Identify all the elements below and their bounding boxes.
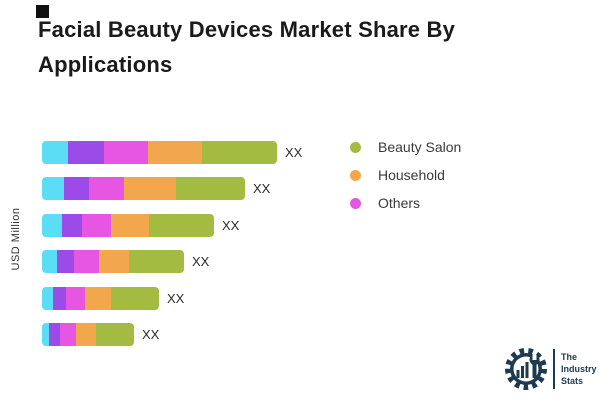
bar-segment-beauty-salon [129,250,184,273]
bar-row: XX [42,214,239,237]
title-marker-square [36,5,49,18]
bar-segment-others [82,214,111,237]
bar-segment [42,141,68,164]
chart-legend: Beauty Salon Household Others [350,133,461,217]
legend-dot [350,169,361,181]
legend-dot [350,197,361,209]
logo-divider [553,349,555,389]
bar-segment [42,177,64,200]
bar-segment [49,323,60,346]
logo-text-line1: The [561,352,578,362]
bar-row: XX [42,287,184,310]
bar-stack [42,141,277,164]
bar-segment-beauty-salon [111,287,159,310]
bar-segment [53,287,66,310]
legend-item-household[interactable]: Household [350,161,461,189]
bar-segment [57,250,74,273]
bar-segment-others [60,323,76,346]
bar-segment [68,141,104,164]
logo-text: The Industry Stats [561,351,597,387]
bar-value-label: XX [192,254,210,269]
bar-value-label: XX [285,145,303,160]
bar-segment-others [89,177,124,200]
legend-label: Beauty Salon [378,139,462,155]
bar-value-label: XX [222,218,240,233]
bar-stack [42,214,214,237]
legend-dot [350,141,361,153]
bar-segment [62,214,82,237]
bar-segment-others [104,141,148,164]
bar-segment [42,287,53,310]
bar-row: XX [42,323,159,346]
bar-row: XX [42,250,209,273]
bar-segment-household [85,287,111,310]
bar-segment [42,214,62,237]
bar-value-label: XX [142,327,160,342]
bar-segment-household [111,214,149,237]
bar-stack [42,250,184,273]
bar-row: XX [42,141,302,164]
logo-text-line2: Industry [561,364,597,374]
gear-chart-logo-icon [505,348,547,390]
bar-stack [42,323,134,346]
bar-segment-beauty-salon [202,141,277,164]
bar-stack [42,177,245,200]
bar-row: XX [42,177,270,200]
bar-segment-household [76,323,96,346]
bar-segment-beauty-salon [96,323,134,346]
chart-title: Facial Beauty Devices Market Share By Ap… [38,17,456,77]
bar-value-label: XX [167,291,185,306]
logo-text-line3: Stats [561,376,584,386]
bar-value-label: XX [253,181,271,196]
industry-stats-logo: The Industry Stats [503,346,597,392]
bar-stack [42,287,159,310]
legend-item-others[interactable]: Others [350,189,461,217]
bar-segment [42,323,49,346]
bar-segment-beauty-salon [149,214,214,237]
bar-segment [64,177,89,200]
bar-segment-household [124,177,176,200]
bar-segment-others [74,250,99,273]
bar-segment-others [66,287,85,310]
bar-segment-household [99,250,129,273]
legend-label: Others [378,195,421,211]
bar-segment-beauty-salon [176,177,245,200]
legend-label: Household [378,167,445,183]
bar-segment [42,250,57,273]
legend-item-beauty-salon[interactable]: Beauty Salon [350,133,461,161]
bar-segment-household [148,141,202,164]
